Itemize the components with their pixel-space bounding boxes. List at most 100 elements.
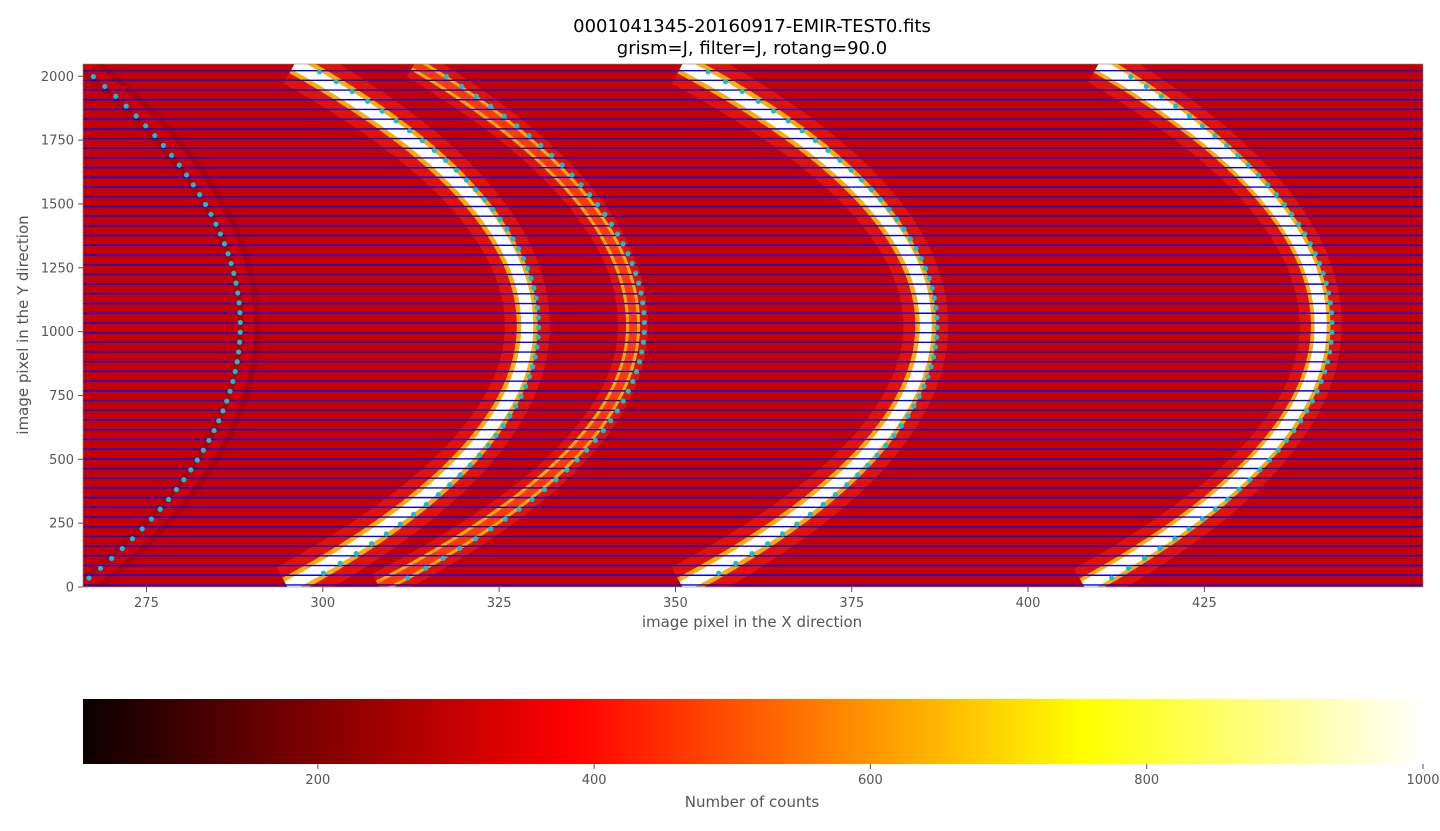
fit-marker [868,187,875,193]
fit-marker [640,300,646,306]
fit-marker [502,516,508,522]
fit-marker [493,432,499,439]
x-tick-label: 375 [839,596,864,611]
fit-marker [1212,133,1218,139]
fit-marker [237,339,243,345]
fit-marker [878,197,884,203]
fit-marker [608,418,614,424]
plot-frame [82,63,1424,588]
fit-marker [916,393,922,399]
fit-marker [1329,329,1335,335]
fit-marker [641,310,647,316]
x-tick-label: 300 [310,596,335,611]
fit-marker [97,565,104,571]
fit-marker [1325,290,1332,296]
fit-marker [1109,575,1115,581]
fit-marker [1328,339,1334,345]
x-tick-label: 325 [487,596,512,611]
colorbar-label: Number of counts [685,793,820,811]
fit-marker [807,511,813,517]
fit-marker [541,486,548,493]
fit-marker [233,280,239,286]
y-tick-label: 1250 [41,261,74,276]
fit-marker [152,133,158,139]
fit-marker [1318,378,1324,385]
fit-marker [440,555,446,561]
fit-marker [716,570,722,576]
fit-marker [587,192,593,198]
fit-marker [925,373,931,380]
fit-marker [1236,486,1242,493]
fit-marker [190,182,196,188]
fit-marker [411,511,417,517]
fit-marker [230,378,236,385]
fit-marker [1186,526,1192,532]
colorbar [83,699,1423,764]
fit-marker [534,344,540,350]
fit-marker [1322,368,1328,375]
fit-marker [1298,418,1304,424]
fit-marker [337,560,343,566]
fit-marker [600,427,606,434]
fit-marker [524,265,531,272]
fit-marker [636,359,643,365]
fit-marker [181,477,187,483]
fit-marker [749,550,755,557]
fit-marker [228,260,234,267]
fit-marker [770,108,777,114]
fit-marker [934,314,940,321]
fit-marker [419,138,425,144]
fit-marker [90,74,96,80]
fit-marker [930,354,937,360]
fit-marker [886,206,892,213]
fit-marker [235,290,241,296]
fit-marker [559,162,565,168]
fit-marker [515,246,522,252]
y-tick-label: 2000 [41,70,74,85]
fit-marker [638,290,644,296]
fit-marker [911,403,917,409]
fit-marker [1291,427,1297,434]
fit-marker [1247,477,1253,483]
fit-marker [237,319,243,326]
fit-marker [123,103,129,109]
fit-marker [500,423,506,429]
fit-marker [844,482,850,488]
y-tick-label: 1750 [41,134,74,149]
fit-marker [1275,447,1281,453]
fit-marker [237,310,243,316]
fit-marker [526,133,532,139]
fit-marker [633,368,640,375]
fit-marker [633,270,639,276]
fit-marker [236,300,242,306]
fit-marker [1316,260,1323,267]
fit-marker [1320,270,1326,276]
fit-marker [529,496,535,503]
fit-marker [855,472,861,478]
fit-marker [1125,565,1132,571]
fit-marker [488,526,494,532]
fit-marker [516,506,522,512]
fit-marker [457,545,463,552]
fit-marker [217,231,223,237]
fit-marker [236,349,242,355]
fit-marker [1245,162,1252,168]
fit-marker [639,349,645,355]
colorbar-tick-label: 200 [305,773,330,788]
fit-marker [1312,251,1318,257]
fit-marker [443,157,449,163]
fit-marker [369,541,375,547]
fit-marker [320,570,327,576]
fit-marker [1296,221,1302,227]
fit-marker [528,275,534,281]
fit-marker [221,241,228,247]
fit-marker [1309,398,1315,404]
fit-marker [514,123,520,129]
fit-marker [765,541,771,547]
fit-marker [176,162,182,168]
fit-marker [476,452,483,458]
fit-marker [183,172,190,178]
blue-horizontal-lines [83,69,1423,586]
fit-marker [213,221,219,227]
fit-marker [1158,93,1164,99]
